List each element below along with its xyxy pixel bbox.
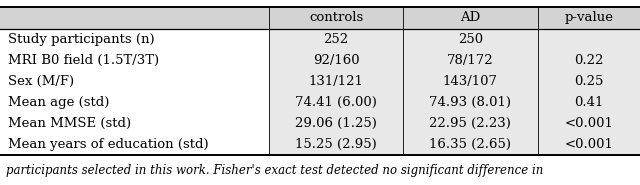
Text: 74.93 (8.01): 74.93 (8.01) <box>429 96 511 109</box>
Text: 22.95 (2.23): 22.95 (2.23) <box>429 117 511 130</box>
Text: MRI B0 field (1.5T/3T): MRI B0 field (1.5T/3T) <box>8 54 159 67</box>
Text: 0.22: 0.22 <box>574 54 604 67</box>
Text: 16.35 (2.65): 16.35 (2.65) <box>429 138 511 151</box>
Text: 29.06 (1.25): 29.06 (1.25) <box>295 117 377 130</box>
Text: 0.41: 0.41 <box>574 96 604 109</box>
Text: 74.41 (6.00): 74.41 (6.00) <box>295 96 377 109</box>
Text: participants selected in this work. Fisher's exact test detected no significant : participants selected in this work. Fish… <box>6 164 544 177</box>
Text: 78/172: 78/172 <box>447 54 493 67</box>
Text: p-value: p-value <box>564 11 613 24</box>
Text: <0.001: <0.001 <box>564 117 613 130</box>
Bar <box>403 7 538 155</box>
Bar <box>538 7 640 155</box>
Text: 143/107: 143/107 <box>443 75 498 88</box>
Bar <box>269 7 403 155</box>
Text: 250: 250 <box>458 33 483 46</box>
Text: 131/121: 131/121 <box>308 75 364 88</box>
Text: 15.25 (2.95): 15.25 (2.95) <box>295 138 377 151</box>
Text: Study participants (n): Study participants (n) <box>8 33 154 46</box>
Text: 252: 252 <box>323 33 349 46</box>
Text: Sex (M/F): Sex (M/F) <box>8 75 74 88</box>
Text: Mean years of education (std): Mean years of education (std) <box>8 138 208 151</box>
Text: 0.25: 0.25 <box>574 75 604 88</box>
Text: 92/160: 92/160 <box>313 54 359 67</box>
Text: Mean MMSE (std): Mean MMSE (std) <box>8 117 131 130</box>
Text: Mean age (std): Mean age (std) <box>8 96 109 109</box>
Text: <0.001: <0.001 <box>564 138 613 151</box>
Bar <box>0 7 640 28</box>
Text: controls: controls <box>309 11 363 24</box>
Text: AD: AD <box>460 11 481 24</box>
